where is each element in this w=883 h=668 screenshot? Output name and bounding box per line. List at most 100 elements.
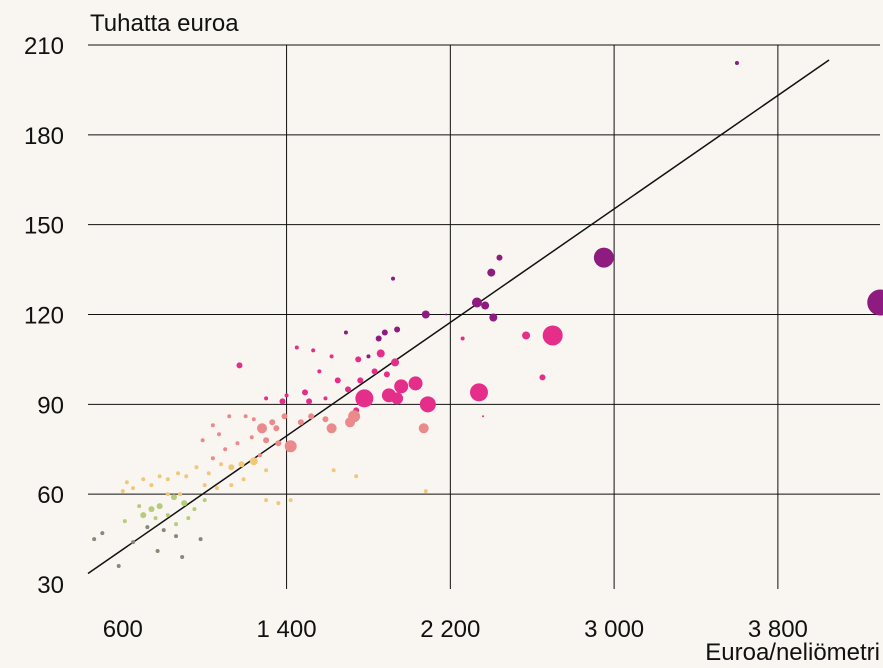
- data-point: [228, 464, 235, 471]
- data-point: [181, 500, 188, 507]
- data-point: [100, 531, 105, 536]
- data-point: [276, 501, 281, 506]
- y-axis-title: Tuhatta euroa: [90, 10, 239, 37]
- data-point: [122, 519, 127, 524]
- data-point: [275, 440, 282, 447]
- data-point: [145, 525, 150, 530]
- data-point: [161, 528, 166, 533]
- y-tick-label: 150: [24, 213, 64, 240]
- data-point: [357, 377, 364, 384]
- data-point: [141, 477, 146, 482]
- data-point: [481, 301, 490, 310]
- data-point: [867, 289, 883, 316]
- data-point: [383, 371, 390, 378]
- data-point: [482, 415, 485, 418]
- data-point: [192, 507, 197, 512]
- data-point: [165, 492, 170, 497]
- data-point: [120, 489, 125, 494]
- y-tick-label: 180: [24, 123, 64, 150]
- data-point: [284, 440, 297, 453]
- y-tick-label: 120: [24, 303, 64, 330]
- data-point: [131, 486, 136, 491]
- data-point: [210, 423, 215, 428]
- y-tick-label: 60: [37, 482, 64, 509]
- data-point: [149, 483, 154, 488]
- data-point: [334, 377, 341, 384]
- data-point: [235, 441, 240, 446]
- data-point: [219, 462, 224, 467]
- data-point: [153, 516, 158, 521]
- trend-layer: [87, 59, 830, 575]
- data-point: [344, 386, 351, 393]
- data-point: [200, 438, 205, 443]
- y-tick-label: 210: [24, 33, 64, 60]
- data-point: [421, 310, 430, 319]
- data-point: [227, 414, 232, 419]
- data-point: [251, 417, 256, 422]
- data-point: [355, 356, 362, 363]
- data-point: [593, 247, 614, 268]
- data-point: [445, 313, 448, 316]
- data-point: [408, 376, 423, 391]
- data-point: [148, 506, 155, 513]
- data-point: [257, 453, 262, 458]
- data-point: [279, 398, 286, 405]
- data-point: [229, 483, 234, 488]
- data-point: [460, 336, 465, 341]
- x-tick-label: 3 000: [584, 616, 644, 643]
- y-tick-label: 90: [37, 392, 64, 419]
- data-point: [257, 423, 268, 434]
- data-point: [391, 358, 400, 367]
- data-point: [343, 330, 348, 335]
- points-layer: [92, 60, 883, 569]
- data-point: [264, 468, 269, 473]
- data-point: [496, 254, 503, 261]
- data-point: [180, 555, 185, 560]
- data-point: [366, 354, 371, 359]
- data-point: [223, 447, 228, 452]
- data-point: [202, 498, 207, 503]
- data-point: [323, 396, 328, 401]
- data-point: [348, 410, 361, 423]
- data-point: [423, 489, 428, 494]
- data-point: [331, 468, 336, 473]
- y-tick-label: 30: [37, 572, 64, 599]
- data-point: [371, 368, 378, 375]
- data-point: [306, 398, 313, 405]
- data-point: [269, 419, 276, 426]
- data-point: [165, 477, 170, 482]
- data-point: [284, 393, 289, 398]
- data-point: [155, 549, 160, 554]
- x-axis-title: Euroa/neliömetri: [705, 639, 880, 666]
- data-point: [156, 503, 163, 510]
- data-point: [186, 516, 191, 521]
- x-tick-label: 1 400: [257, 616, 317, 643]
- data-point: [294, 345, 299, 350]
- data-point: [214, 486, 219, 491]
- data-point: [542, 325, 563, 346]
- data-point: [522, 331, 531, 340]
- data-point: [355, 389, 374, 408]
- trend-line: [87, 59, 830, 575]
- data-point: [375, 335, 382, 342]
- x-tick-label: 600: [103, 616, 143, 643]
- data-point: [249, 457, 258, 466]
- data-point: [539, 374, 546, 381]
- data-point: [243, 414, 248, 419]
- data-point: [317, 369, 322, 374]
- data-point: [376, 349, 385, 358]
- data-point: [329, 354, 334, 359]
- data-point: [217, 432, 222, 437]
- data-point: [301, 389, 308, 396]
- data-point: [288, 498, 293, 503]
- data-point: [263, 437, 270, 444]
- data-point: [165, 513, 170, 518]
- data-point: [174, 534, 179, 539]
- data-point: [137, 504, 142, 509]
- data-point: [131, 540, 136, 545]
- data-point: [241, 477, 246, 482]
- data-point: [297, 419, 304, 426]
- data-point: [264, 396, 269, 401]
- data-point: [174, 522, 179, 527]
